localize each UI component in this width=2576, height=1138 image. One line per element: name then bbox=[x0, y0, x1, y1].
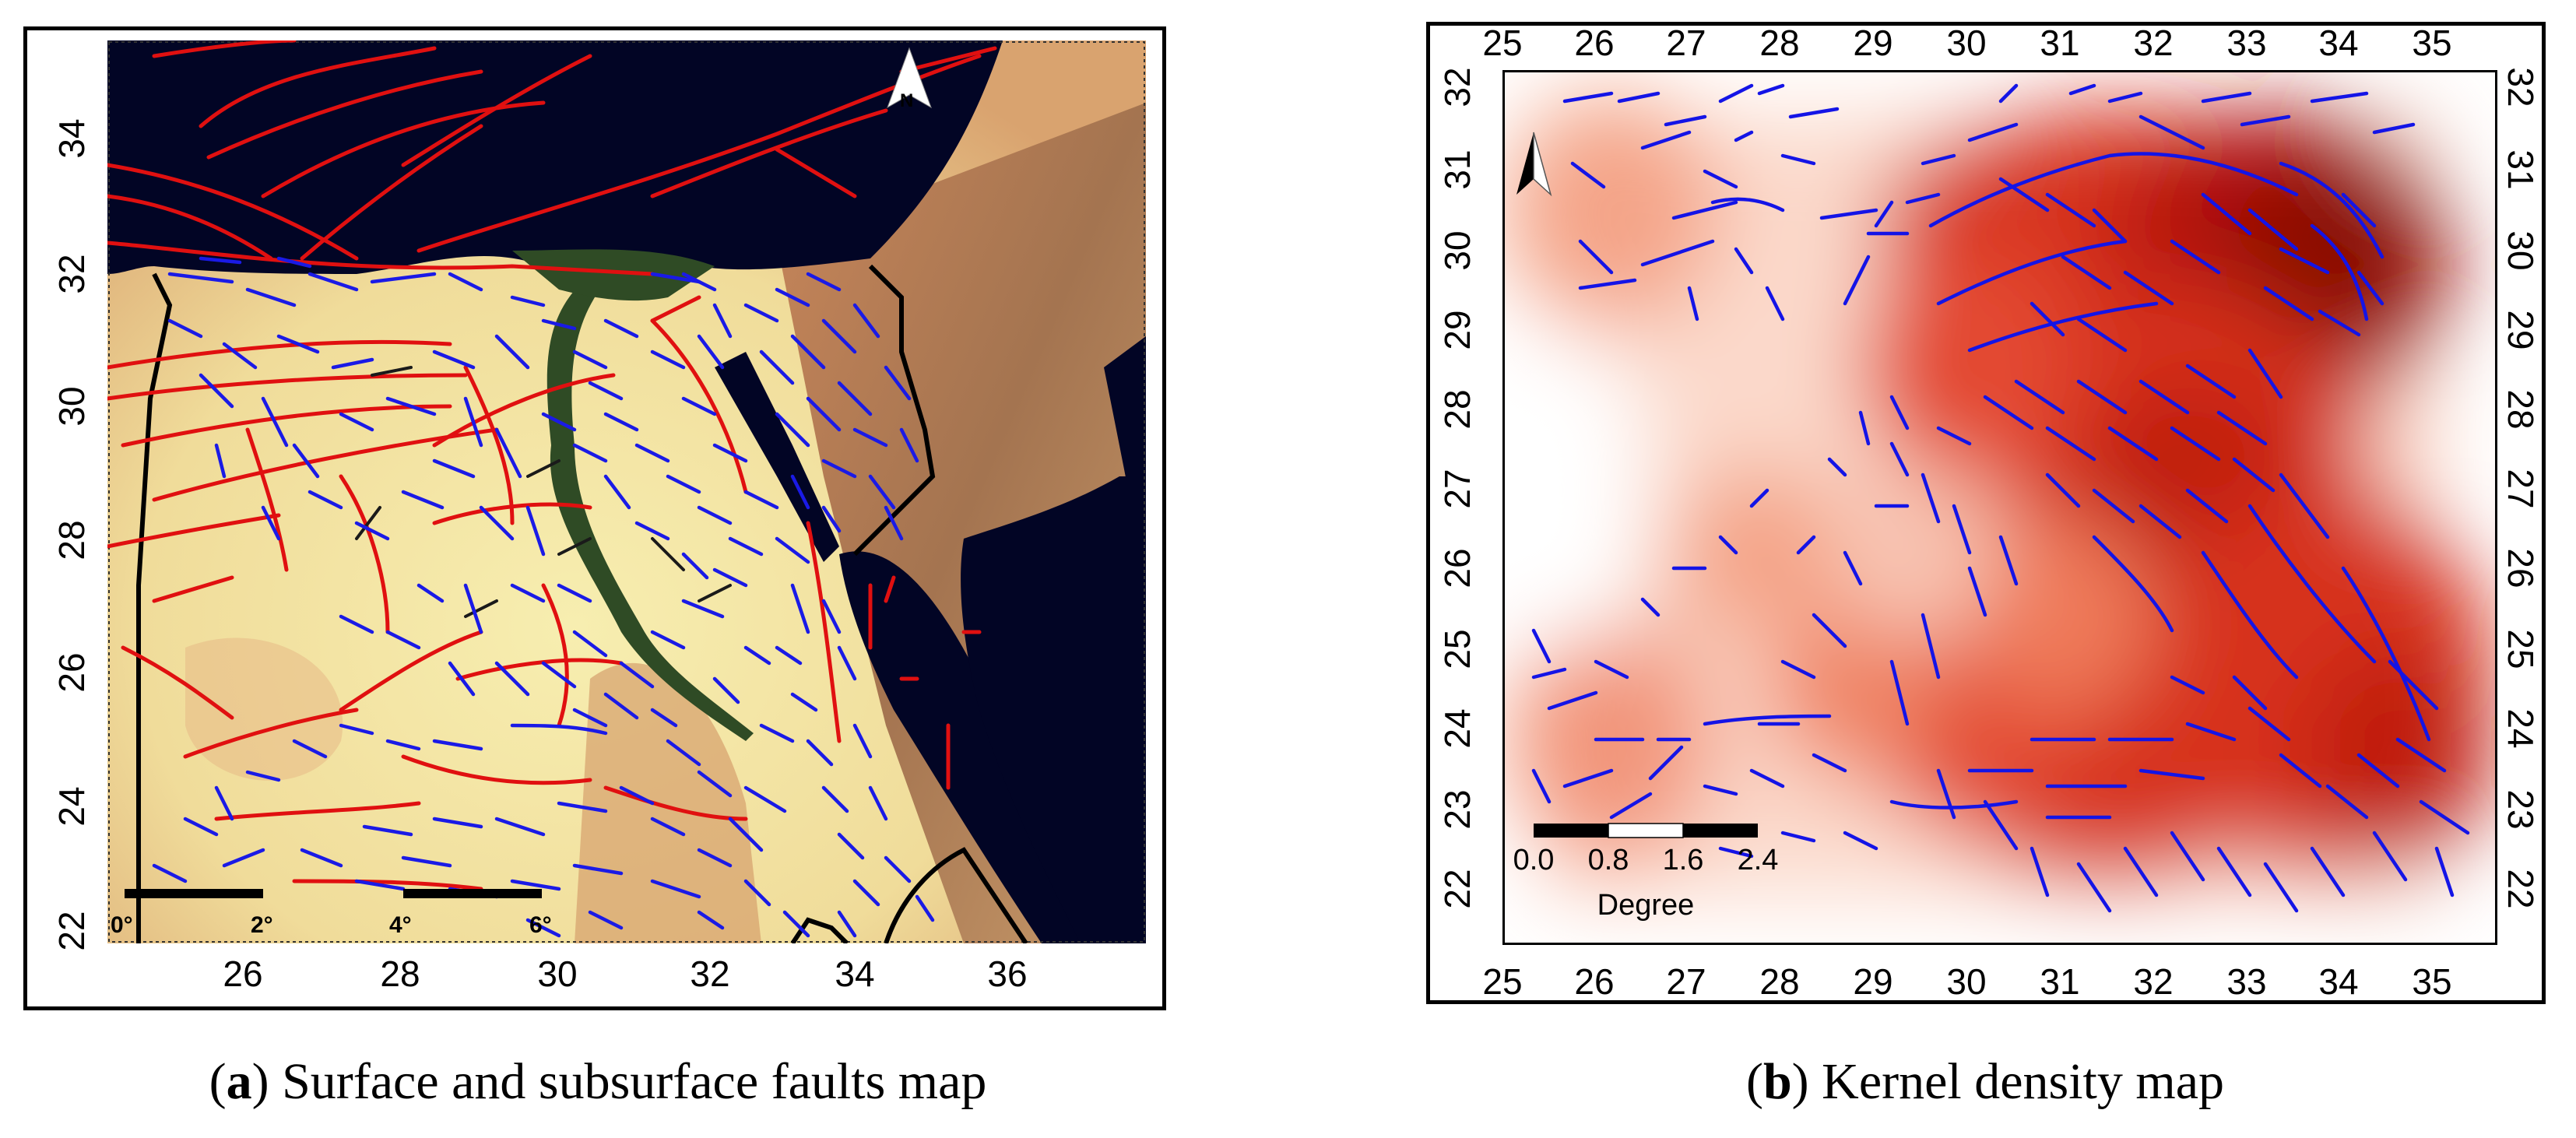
x-tick-label-top: 31 bbox=[2040, 23, 2080, 63]
y-tick-label-right: 32 bbox=[2500, 67, 2541, 107]
x-tick-label: 36 bbox=[987, 954, 1028, 994]
north-arrow-icon bbox=[887, 47, 932, 109]
x-tick-label-top: 26 bbox=[1574, 23, 1615, 63]
scale-title: Degree bbox=[1597, 889, 1695, 922]
x-tick-label-bottom: 27 bbox=[1666, 961, 1706, 1002]
x-tick-label-bottom: 31 bbox=[2040, 961, 2080, 1002]
y-tick-label: 28 bbox=[51, 520, 92, 560]
y-tick-label-left: 22 bbox=[1437, 869, 1478, 909]
panel-b-plot-border bbox=[1502, 70, 2497, 945]
y-tick-label-left: 25 bbox=[1437, 629, 1478, 669]
x-tick-label: 30 bbox=[537, 954, 578, 994]
x-tick-label-bottom: 30 bbox=[1946, 961, 1987, 1002]
panel-a-caption: (a) Surface and subsurface faults map bbox=[209, 1053, 987, 1110]
y-tick-label-right: 25 bbox=[2500, 629, 2541, 669]
x-tick-label: 32 bbox=[690, 954, 730, 994]
north-arrow-icon bbox=[1516, 132, 1552, 197]
x-tick-label-top: 29 bbox=[1853, 23, 1893, 63]
y-tick-label-right: 23 bbox=[2500, 789, 2541, 830]
x-tick-label-top: 34 bbox=[2318, 23, 2359, 63]
panel-a-caption-text: Surface and subsurface faults map bbox=[282, 1053, 987, 1110]
y-tick-label-right: 22 bbox=[2500, 869, 2541, 909]
y-tick-label-left: 28 bbox=[1437, 389, 1478, 430]
y-tick-label: 22 bbox=[51, 911, 92, 951]
x-tick-label-top: 28 bbox=[1759, 23, 1800, 63]
nile-delta bbox=[512, 249, 715, 301]
y-tick-label: 34 bbox=[51, 118, 92, 159]
panel-a-label: a bbox=[226, 1053, 252, 1110]
x-tick-label-top: 27 bbox=[1666, 23, 1706, 63]
black-faults bbox=[355, 366, 732, 618]
mediterranean-sea bbox=[107, 40, 1003, 274]
y-tick-label-left: 29 bbox=[1437, 310, 1478, 350]
scale-label: 0° bbox=[111, 912, 133, 938]
kernel-density-surface bbox=[1502, 93, 2491, 895]
x-tick-label-bottom: 34 bbox=[2318, 961, 2359, 1002]
x-tick-label-bottom: 33 bbox=[2226, 961, 2267, 1002]
y-tick-label: 26 bbox=[51, 652, 92, 693]
y-tick-label-right: 28 bbox=[2500, 389, 2541, 430]
y-tick-label-left: 30 bbox=[1437, 230, 1478, 271]
north-arrow-label: N bbox=[900, 90, 914, 111]
y-tick-label-left: 27 bbox=[1437, 469, 1478, 509]
x-tick-label-bottom: 35 bbox=[2412, 961, 2452, 1002]
y-tick-label-right: 31 bbox=[2500, 149, 2541, 190]
y-tick-label-left: 26 bbox=[1437, 548, 1478, 588]
fault-lines bbox=[1531, 83, 2470, 913]
subsurface-faults bbox=[152, 256, 935, 938]
y-tick-label-right: 26 bbox=[2500, 548, 2541, 588]
panel-b-density-image bbox=[1502, 70, 2497, 945]
scale-label: 2.4 bbox=[1737, 844, 1779, 876]
y-tick-label-left: 31 bbox=[1437, 149, 1478, 190]
political-borders bbox=[136, 264, 1028, 943]
scale-bar bbox=[1534, 823, 1758, 838]
x-tick-label-bottom: 25 bbox=[1482, 961, 1523, 1002]
y-tick-label-right: 29 bbox=[2500, 310, 2541, 350]
x-tick-label-bottom: 26 bbox=[1574, 961, 1615, 1002]
x-tick-label-bottom: 28 bbox=[1759, 961, 1800, 1002]
panel-b-caption-text: Kernel density map bbox=[1822, 1053, 2225, 1110]
scale-label: 0.0 bbox=[1513, 844, 1555, 876]
x-tick-label: 26 bbox=[223, 954, 263, 994]
scale-label: 1.6 bbox=[1662, 844, 1704, 876]
scale-label: 2° bbox=[251, 912, 273, 938]
x-tick-label: 34 bbox=[835, 954, 875, 994]
panel-a-map-image bbox=[107, 40, 1146, 943]
x-tick-label-top: 32 bbox=[2133, 23, 2174, 63]
y-tick-label-left: 32 bbox=[1437, 67, 1478, 107]
panel-b-caption: (b) Kernel density map bbox=[1745, 1053, 2225, 1110]
surface-faults bbox=[107, 40, 997, 891]
scale-label: 0.8 bbox=[1587, 844, 1629, 876]
x-tick-label-bottom: 29 bbox=[1853, 961, 1893, 1002]
y-tick-label: 24 bbox=[51, 786, 92, 827]
x-tick-label-top: 25 bbox=[1482, 23, 1523, 63]
scale-bar bbox=[125, 889, 542, 898]
x-tick-label: 28 bbox=[380, 954, 420, 994]
y-tick-label: 32 bbox=[51, 254, 92, 294]
x-tick-label-top: 33 bbox=[2226, 23, 2267, 63]
y-tick-label: 30 bbox=[51, 386, 92, 427]
scale-label: 6° bbox=[529, 912, 552, 938]
y-tick-label-right: 24 bbox=[2500, 708, 2541, 749]
x-tick-label-bottom: 32 bbox=[2133, 961, 2174, 1002]
red-sea bbox=[839, 336, 1146, 943]
y-tick-label-right: 30 bbox=[2500, 230, 2541, 271]
x-tick-label-top: 35 bbox=[2412, 23, 2452, 63]
y-tick-label-left: 23 bbox=[1437, 789, 1478, 830]
y-tick-label-right: 27 bbox=[2500, 469, 2541, 509]
scale-label: 4° bbox=[389, 912, 412, 938]
x-tick-label-top: 30 bbox=[1946, 23, 1987, 63]
y-tick-label-left: 24 bbox=[1437, 708, 1478, 749]
panel-b-label: b bbox=[1762, 1053, 1792, 1110]
